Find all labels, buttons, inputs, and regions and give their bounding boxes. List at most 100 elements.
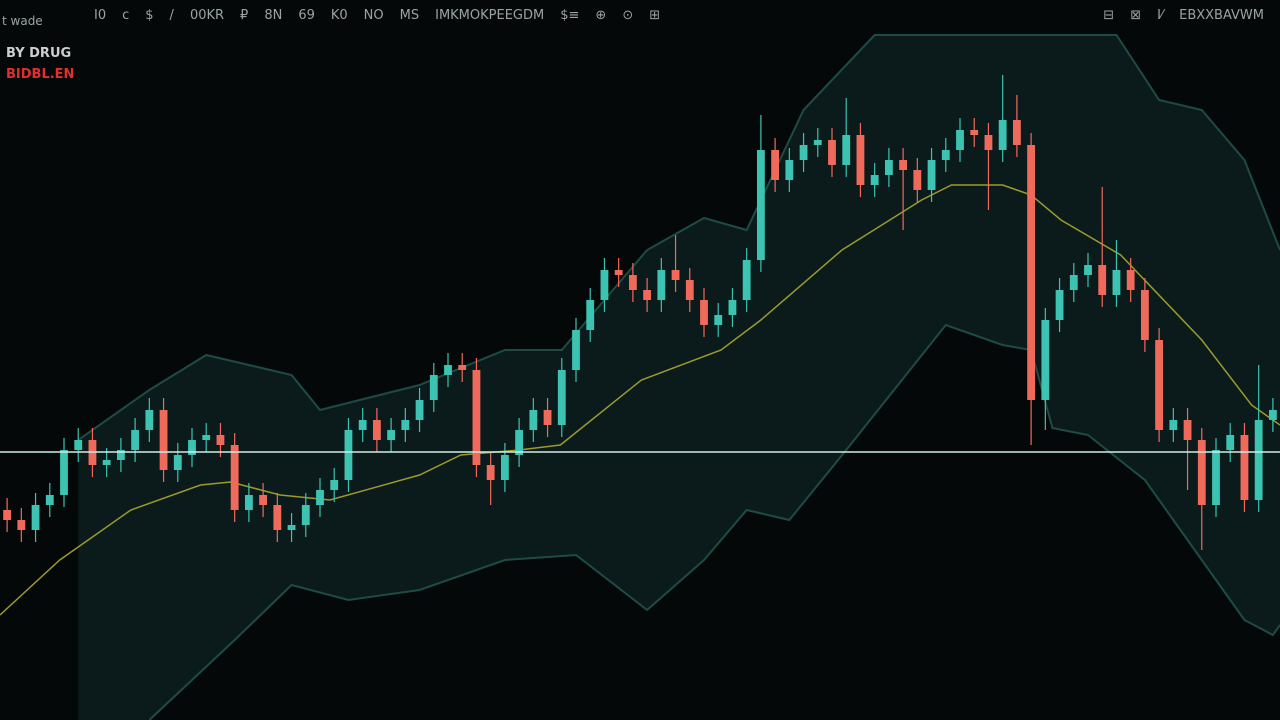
candle-body <box>486 465 495 480</box>
candle-body <box>628 275 637 290</box>
toolbar-button[interactable]: IMKMOKPEEGDM <box>435 7 545 23</box>
candle-body <box>17 520 26 530</box>
toolbar-button[interactable]: EBXXBAVWM <box>1179 7 1264 23</box>
candle-body <box>230 445 239 510</box>
candle-body <box>1183 420 1192 440</box>
candle-body <box>756 150 765 260</box>
candle-body <box>45 495 54 505</box>
candle-body <box>1126 270 1135 290</box>
candle-body <box>1069 275 1078 290</box>
toolbar-button[interactable]: 00KR <box>189 7 225 23</box>
candle-body <box>216 435 225 445</box>
candle-body <box>586 300 595 330</box>
candle-body <box>31 505 40 530</box>
toolbar-button[interactable]: ⊟ <box>1103 7 1115 23</box>
candle-body <box>287 525 296 530</box>
candle-body <box>899 160 908 170</box>
candle-body <box>884 160 893 175</box>
candle-body <box>344 430 353 480</box>
toolbar-button[interactable]: ⊞ <box>649 7 661 23</box>
candle-body <box>1140 290 1149 340</box>
toolbar-button[interactable]: NO <box>363 7 384 23</box>
candle-body <box>927 160 936 190</box>
toolbar-button[interactable]: ⊙ <box>622 7 634 23</box>
candle-body <box>643 290 652 300</box>
candle-body <box>60 450 68 495</box>
candle-body <box>444 365 452 375</box>
candle-body <box>856 135 865 185</box>
candle-body <box>529 410 538 430</box>
band-upper <box>77 34 1280 441</box>
candle-body <box>244 495 253 510</box>
candle-body <box>301 505 310 525</box>
toolbar-button[interactable]: 8N <box>264 7 283 23</box>
candle-body <box>728 300 737 315</box>
toolbar-button[interactable]: K0 <box>330 7 348 23</box>
candle-body <box>1155 340 1164 430</box>
candle-body <box>415 400 424 420</box>
candle-body <box>870 175 879 185</box>
candle-body <box>472 370 481 465</box>
candle-body <box>785 160 794 180</box>
toolbar-button[interactable]: I⁄ <box>1157 7 1164 23</box>
candle-body <box>1027 145 1036 400</box>
candle-body <box>1226 435 1235 450</box>
candle-body <box>828 140 836 165</box>
legend: BY DRUG BIDBL.EN <box>6 46 74 88</box>
toolbar-button[interactable]: $ <box>145 7 154 23</box>
candle-body <box>970 130 979 135</box>
candle-body <box>515 430 524 455</box>
candle-body <box>1197 440 1206 505</box>
candle-body <box>842 135 851 165</box>
candle-body <box>984 135 993 150</box>
symbol-label: BY DRUG <box>6 46 72 61</box>
candle-body <box>273 505 282 530</box>
candle-body <box>1254 420 1263 500</box>
candle-body <box>145 410 154 430</box>
band-lower <box>148 323 1280 720</box>
candle-body <box>458 365 467 370</box>
candle-body <box>102 460 111 465</box>
toolbar-button[interactable]: ⊕ <box>595 7 607 23</box>
candle-body <box>700 300 708 325</box>
candle-body <box>1169 420 1178 430</box>
candle-body <box>1041 320 1050 400</box>
toolbar-button[interactable]: $≡ <box>560 7 580 23</box>
candle-body <box>572 330 580 370</box>
candle-body <box>913 170 922 190</box>
candle-body <box>74 440 83 450</box>
toolbar: I0 c $ / 00KR ₽8N 69 K0 NO MS IMKMOKPEEGDM $≡ ⊕ ⊙ ⊞ ⊟ ⊠… <box>0 0 1280 30</box>
candle-body <box>1098 265 1107 295</box>
toolbar-button[interactable]: MS <box>399 7 420 23</box>
toolbar-button[interactable]: c <box>122 7 130 23</box>
toolbar-button[interactable]: 69 <box>298 7 315 23</box>
toolbar-button[interactable]: ⊠ <box>1130 7 1142 23</box>
candle-body <box>1212 450 1220 505</box>
toolbar-right: ⊟ ⊠ I⁄ EBXXBAVWM <box>1095 8 1272 23</box>
candle-body <box>188 440 196 455</box>
candle-body <box>500 455 509 480</box>
candle-body <box>998 120 1007 150</box>
candle-body <box>1055 290 1064 320</box>
candle-body <box>1012 120 1021 145</box>
candle-body <box>1112 270 1121 295</box>
candle-body <box>813 140 822 145</box>
toolbar-button[interactable]: / <box>169 7 174 23</box>
candle-body <box>742 260 751 300</box>
candle-body <box>316 490 324 505</box>
candle-body <box>771 150 780 180</box>
candle-body <box>600 270 609 300</box>
candle-body <box>941 150 950 160</box>
candle-body <box>671 270 680 280</box>
toolbar-button[interactable]: ₽ <box>240 7 249 23</box>
candle-body <box>429 375 438 400</box>
candle-body <box>614 270 623 275</box>
candle-body <box>358 420 367 430</box>
band-lower-fill <box>149 325 1280 720</box>
toolbar-button[interactable]: I0 <box>94 7 107 23</box>
candle-body <box>543 410 552 425</box>
candle-body <box>401 420 410 430</box>
candle-body <box>259 495 268 505</box>
